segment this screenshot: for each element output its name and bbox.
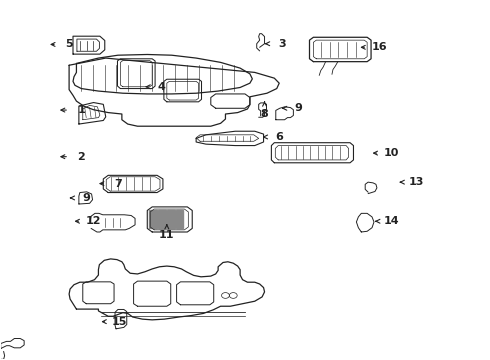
Text: 4: 4	[158, 82, 166, 92]
Text: 15: 15	[112, 317, 127, 327]
Polygon shape	[175, 211, 183, 228]
Text: 8: 8	[261, 109, 269, 119]
Text: 16: 16	[371, 42, 387, 52]
Text: 7: 7	[114, 179, 122, 189]
Text: 9: 9	[295, 103, 303, 113]
Text: 11: 11	[159, 230, 174, 239]
Text: 12: 12	[86, 216, 101, 226]
Text: 5: 5	[65, 40, 73, 49]
Polygon shape	[158, 211, 166, 228]
Text: 1: 1	[77, 105, 85, 115]
Polygon shape	[149, 211, 157, 228]
Text: 10: 10	[384, 148, 399, 158]
Text: 2: 2	[77, 152, 85, 162]
Text: 3: 3	[278, 39, 286, 49]
Text: 6: 6	[275, 132, 283, 142]
Polygon shape	[167, 211, 174, 228]
Text: 13: 13	[408, 177, 424, 187]
Text: 9: 9	[82, 193, 90, 203]
Text: 14: 14	[384, 216, 399, 226]
